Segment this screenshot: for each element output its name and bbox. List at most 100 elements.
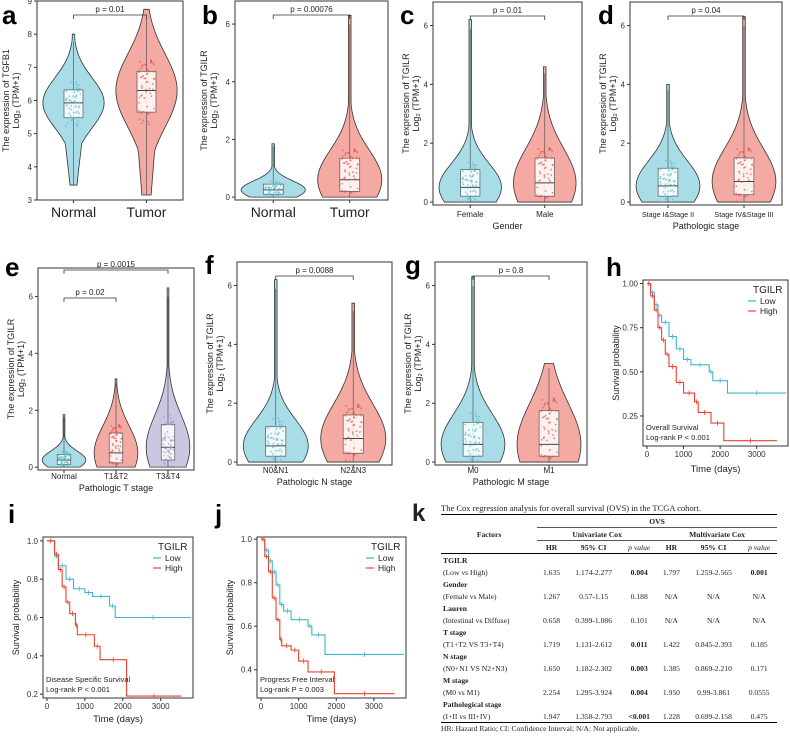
- table-row: (N0+N1 VS N2+N3) 1.650 1.182-2.302 0.003 1.3…: [441, 662, 777, 674]
- data-point: [474, 429, 477, 432]
- data-point: [146, 73, 149, 76]
- data-point: [545, 196, 548, 199]
- data-point: [746, 172, 749, 175]
- data-point: [65, 104, 68, 107]
- data-point: [547, 430, 550, 432]
- data-point: [269, 189, 272, 191]
- x-tick-label: 2000: [711, 450, 729, 459]
- y-tick-label: 0: [621, 198, 626, 207]
- data-point: [543, 176, 546, 179]
- data-point: [748, 179, 751, 182]
- data-point: [542, 151, 545, 153]
- data-point: [674, 171, 676, 174]
- panel-h: h 0.25 0.50 0.75 1.00 Survival probability 0 10…: [606, 252, 789, 475]
- data-point: [672, 184, 675, 187]
- data-point: [69, 108, 72, 111]
- data-point: [167, 454, 170, 457]
- km-curve-high: [261, 538, 395, 695]
- factor-comparison: (I+II vs III+IV): [443, 711, 491, 721]
- data-point: [346, 411, 348, 414]
- data-point: [172, 435, 174, 438]
- data-point: [743, 159, 746, 162]
- data-point: [163, 415, 165, 418]
- y-tick-label: 0.6: [241, 622, 253, 631]
- data-point: [117, 444, 120, 447]
- data-point: [351, 431, 354, 434]
- data-point: [666, 158, 669, 161]
- y-axis-label: The expression of TGFB1: [1, 49, 11, 152]
- plot-frame: [234, 0, 389, 201]
- y-tick-label: 2: [424, 139, 429, 148]
- data-point: [540, 161, 543, 164]
- data-point: [751, 190, 753, 193]
- data-point: [462, 183, 465, 186]
- x-axis-label: Pathologic stage: [673, 221, 740, 231]
- col-univariate: Univariate Cox: [537, 527, 658, 541]
- data-point: [667, 166, 670, 169]
- data-point: [552, 399, 555, 402]
- data-point: [267, 442, 270, 445]
- data-point: [662, 190, 665, 193]
- data-point: [164, 451, 167, 454]
- y-tick-label: 0.2: [27, 690, 39, 699]
- y-tick-label: 4: [29, 349, 34, 358]
- y-tick-label: 4: [226, 78, 231, 87]
- data-point: [466, 187, 469, 190]
- data-point: [664, 198, 667, 201]
- data-point: [171, 464, 174, 467]
- factor-comparison: (Female vs Male): [443, 591, 497, 601]
- data-point: [469, 190, 472, 193]
- data-point: [75, 111, 78, 114]
- table-cell: 0.475: [750, 711, 768, 721]
- y-tick-label: 4: [426, 340, 431, 349]
- legend-title: TGILR: [158, 542, 187, 553]
- data-point: [550, 174, 553, 176]
- table-cell: 0.101: [630, 615, 648, 625]
- data-point: [77, 120, 79, 122]
- x-tick-label: Tumor: [127, 204, 167, 220]
- data-point: [549, 407, 551, 410]
- data-point: [347, 429, 350, 432]
- significance-bracket: [667, 15, 745, 20]
- data-point: [66, 459, 69, 462]
- data-point: [673, 180, 676, 183]
- data-point: [478, 420, 480, 422]
- x-tick-label: 0: [45, 702, 50, 711]
- panel-j: j 0.4 0.6 0.8 1.0 Survival probability 0 1000 20…: [214, 499, 407, 725]
- data-point: [269, 436, 272, 439]
- y-tick-label: 0: [29, 463, 34, 472]
- data-point: [467, 455, 470, 458]
- data-point: [471, 411, 474, 414]
- data-point: [167, 423, 170, 426]
- data-point: [541, 195, 543, 197]
- violin-group: [145, 287, 191, 468]
- p-value-label: p = 0.8: [499, 266, 524, 275]
- data-point: [539, 162, 542, 165]
- col-ci: 95% CI: [700, 542, 727, 552]
- data-point: [65, 98, 68, 101]
- panel-letter-j: j: [214, 499, 222, 529]
- plot-annotation: Log-rank P < 0.001: [46, 685, 110, 694]
- legend-label: Low: [378, 553, 394, 563]
- data-point: [279, 193, 282, 196]
- data-point: [344, 438, 347, 441]
- data-point: [146, 68, 149, 71]
- data-point: [469, 440, 472, 443]
- data-point: [548, 180, 551, 183]
- data-point: [264, 186, 267, 189]
- data-point: [347, 162, 350, 165]
- data-point: [744, 188, 746, 191]
- data-point: [168, 436, 171, 439]
- data-point: [360, 407, 362, 410]
- data-point: [68, 117, 71, 120]
- data-point: [117, 462, 120, 464]
- data-point: [167, 442, 170, 445]
- data-point: [349, 185, 352, 188]
- data-point: [68, 463, 71, 466]
- data-point: [661, 201, 664, 203]
- data-point: [662, 195, 665, 198]
- data-point: [740, 181, 743, 183]
- data-point: [747, 148, 750, 151]
- legend-title: TGILR: [371, 542, 400, 553]
- data-point: [60, 455, 62, 458]
